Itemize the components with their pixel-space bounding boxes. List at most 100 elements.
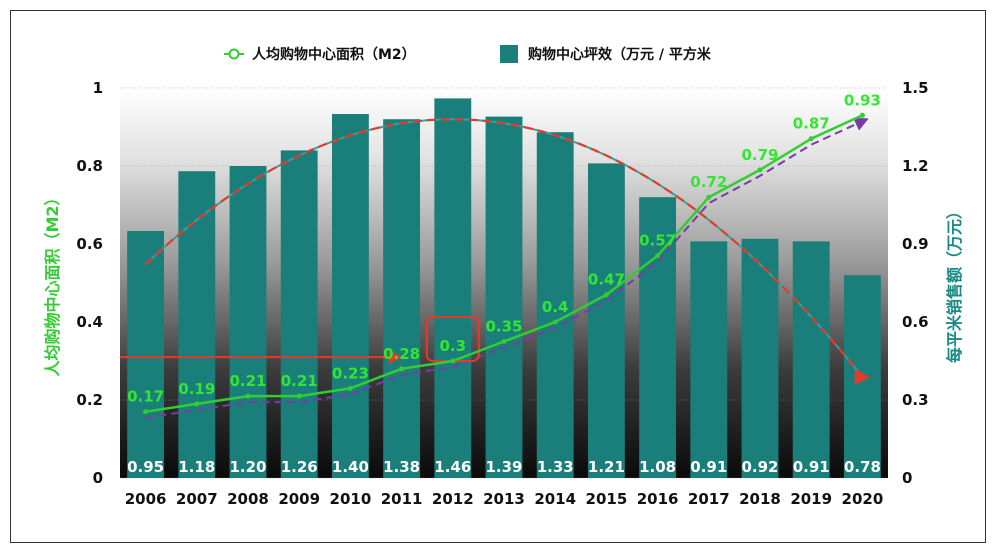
bar-label-2016: 1.08 xyxy=(639,458,676,476)
legend-line-marker xyxy=(228,48,240,60)
line-label-2014: 0.4 xyxy=(542,298,569,316)
bar-2018 xyxy=(741,238,779,478)
x-tick-2007: 2007 xyxy=(176,490,218,508)
x-tick-2017: 2017 xyxy=(688,490,730,508)
bar-2010 xyxy=(331,114,369,478)
line-point-2015 xyxy=(603,292,609,298)
left-tick-5: 1 xyxy=(93,79,103,97)
bar-2009 xyxy=(280,150,318,478)
bar-2006 xyxy=(127,231,165,478)
line-point-2016 xyxy=(655,253,661,259)
x-tick-2011: 2011 xyxy=(381,490,423,508)
x-tick-2012: 2012 xyxy=(432,490,474,508)
line-label-2010: 0.23 xyxy=(332,364,369,382)
bar-2015 xyxy=(587,163,625,478)
line-point-2013 xyxy=(501,339,507,344)
left-axis-title: 人均购物中心面积（M2） xyxy=(43,189,62,376)
line-point-2020 xyxy=(859,112,865,118)
line-point-2008 xyxy=(245,393,251,399)
line-label-2016: 0.57 xyxy=(639,232,676,250)
bar-label-2012: 1.46 xyxy=(434,458,471,476)
x-axis-ticks: 2006 2007 2008 2009 2010 2011 2012 2013 2014 2015… xyxy=(125,490,884,508)
line-point-2012 xyxy=(450,358,456,364)
x-tick-2006: 2006 xyxy=(125,490,167,508)
bar-series xyxy=(127,98,881,479)
x-tick-2019: 2019 xyxy=(790,490,832,508)
line-label-2012: 0.3 xyxy=(440,337,467,355)
line-label-2009: 0.21 xyxy=(281,372,318,390)
line-point-2006 xyxy=(143,409,149,415)
line-label-2007: 0.19 xyxy=(178,380,215,398)
line-point-2011 xyxy=(399,366,405,372)
line-label-2020: 0.93 xyxy=(844,91,881,109)
left-tick-4: 0.8 xyxy=(76,157,103,175)
line-point-2014 xyxy=(552,319,558,325)
right-axis-title: 每平米销售额（万元） xyxy=(945,203,964,363)
left-tick-1: 0.2 xyxy=(76,391,103,409)
left-tick-0: 0 xyxy=(93,469,103,487)
left-axis-ticks: 0 0.2 0.4 0.6 0.8 1 xyxy=(76,79,103,487)
right-axis-ticks: 0 0.3 0.6 0.9 1.2 1.5 xyxy=(902,79,929,487)
bar-2007 xyxy=(178,171,216,478)
bar-2017 xyxy=(690,241,728,478)
right-tick-1: 0.3 xyxy=(902,391,929,409)
line-data-labels: 0.17 0.19 0.21 0.21 0.23 0.28 0.3 0.35 0.4 0.47 0.… xyxy=(127,91,881,405)
line-label-2013: 0.35 xyxy=(485,318,522,336)
line-label-2008: 0.21 xyxy=(229,372,266,390)
bar-label-2009: 1.26 xyxy=(281,458,318,476)
x-tick-2018: 2018 xyxy=(739,490,781,508)
trend-purple-dashed xyxy=(145,117,869,419)
x-tick-2013: 2013 xyxy=(483,490,525,508)
line-point-2009 xyxy=(296,393,302,399)
bar-label-2013: 1.39 xyxy=(485,458,522,476)
x-tick-2015: 2015 xyxy=(586,490,628,508)
bar-label-2006: 0.95 xyxy=(127,458,164,476)
line-series xyxy=(143,112,865,415)
line-label-2015: 0.47 xyxy=(588,271,625,289)
bar-label-2017: 0.91 xyxy=(690,458,727,476)
line-point-2018 xyxy=(757,167,763,173)
line-point-2010 xyxy=(347,385,353,391)
bar-2008 xyxy=(229,166,267,478)
bar-2011 xyxy=(383,119,421,478)
bar-label-2019: 0.91 xyxy=(793,458,830,476)
right-tick-3: 0.9 xyxy=(902,235,929,253)
line-label-2011: 0.28 xyxy=(383,345,420,363)
left-tick-3: 0.6 xyxy=(76,235,103,253)
trend-lines xyxy=(120,117,869,419)
line-point-2017 xyxy=(706,194,712,200)
bar-label-2007: 1.18 xyxy=(178,458,215,476)
bar-label-2018: 0.92 xyxy=(741,458,778,476)
bar-2016 xyxy=(639,197,677,478)
line-point-2007 xyxy=(194,401,200,407)
bar-label-2020: 0.78 xyxy=(844,458,881,476)
bar-label-2011: 1.38 xyxy=(383,458,420,476)
x-tick-2010: 2010 xyxy=(330,490,372,508)
right-tick-0: 0 xyxy=(902,469,912,487)
legend-bar-swatch xyxy=(500,45,518,63)
x-tick-2016: 2016 xyxy=(637,490,679,508)
trend-red-dashed xyxy=(144,118,868,384)
legend-item-bar[interactable]: 购物中心坪效（万元 / 平方米 xyxy=(500,45,712,63)
right-tick-5: 1.5 xyxy=(902,79,929,97)
legend: 人均购物中心面积（M2） 购物中心坪效（万元 / 平方米 xyxy=(224,45,712,63)
right-tick-2: 0.6 xyxy=(902,313,929,331)
left-tick-2: 0.4 xyxy=(76,313,103,331)
x-tick-2014: 2014 xyxy=(534,490,576,508)
legend-bar-label: 购物中心坪效（万元 / 平方米 xyxy=(528,46,712,63)
right-tick-4: 1.2 xyxy=(902,157,929,175)
legend-line-label: 人均购物中心面积（M2） xyxy=(252,46,416,63)
legend-item-line[interactable]: 人均购物中心面积（M2） xyxy=(224,46,416,63)
bar-label-2015: 1.21 xyxy=(588,458,625,476)
bar-label-2010: 1.40 xyxy=(332,458,369,476)
x-tick-2020: 2020 xyxy=(842,490,884,508)
bar-2019 xyxy=(792,241,830,478)
bar-label-2014: 1.33 xyxy=(537,458,574,476)
bar-2014 xyxy=(536,132,574,478)
bar-2012 xyxy=(434,98,472,479)
line-label-2017: 0.72 xyxy=(690,173,727,191)
line-label-2006: 0.17 xyxy=(127,388,164,406)
bar-data-labels: 0.95 1.18 1.20 1.26 1.40 1.38 1.46 1.39 1.33 1.21… xyxy=(127,458,881,476)
line-label-2019: 0.87 xyxy=(793,115,830,133)
